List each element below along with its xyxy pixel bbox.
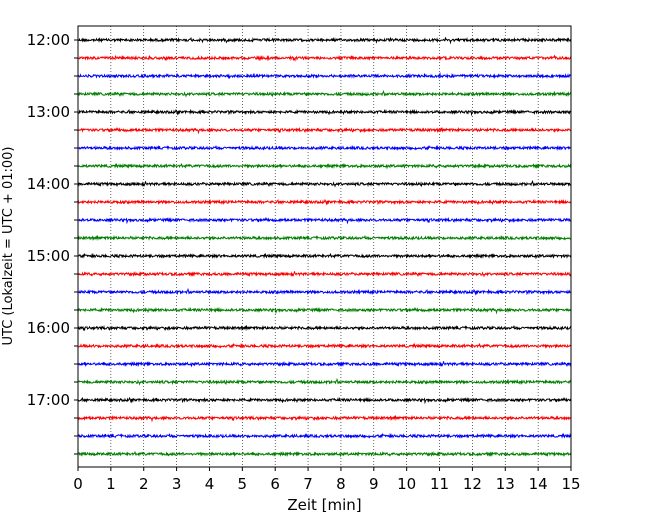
trace-line [77,306,572,315]
trace-line [77,216,572,225]
x-tick-label: 9 [369,475,379,493]
x-tick-label: 5 [238,475,248,493]
trace-line [77,396,572,405]
x-tick-label: 0 [73,475,83,493]
x-tick-label: 8 [336,475,346,493]
trace-line [77,71,572,80]
x-tick-label: 2 [139,475,149,493]
x-tick-label: 3 [172,475,182,493]
trace-line [77,108,572,117]
trace-line [77,144,572,151]
trace-line [77,36,572,45]
trace-line [77,89,572,98]
y-tick-label: 12:00 [27,31,70,49]
trace-line [77,179,572,188]
trace-line [77,54,572,62]
trace-line [77,162,572,170]
trace-line [77,126,572,135]
x-tick-label: 11 [430,475,449,493]
x-tick-label: 1 [106,475,116,493]
trace-line [77,432,572,439]
y-tick-label: 16:00 [27,319,70,337]
y-tick-label: 13:00 [27,103,70,121]
y-tick-label: 17:00 [27,391,70,409]
plot-frame [77,25,572,468]
trace-line [77,198,572,206]
x-tick-label: 15 [561,475,580,493]
x-tick-label: 14 [529,475,548,493]
y-tick-label: 14:00 [27,175,70,193]
x-tick-label: 10 [397,475,416,493]
x-tick-label: 7 [303,475,313,493]
y-axis-ticks: 12:00 13:00 14:00 15:00 16:00 17:00 [27,31,78,455]
trace-line [77,451,572,458]
trace-line [77,342,572,349]
trace-line [77,234,572,242]
trace-line [77,377,572,386]
x-tick-label: 13 [496,475,515,493]
trace-line [77,287,572,296]
trace-line [77,414,572,423]
seismic-traces [77,36,572,458]
x-tick-label: 6 [270,475,280,493]
trace-line [77,324,572,332]
y-tick-label: 15:00 [27,247,70,265]
x-tick-label: 12 [463,475,482,493]
y-axis-label: UTC (Lokalzeit = UTC + 01:00) [1,147,16,346]
trace-line [77,361,572,368]
trace-line [77,252,572,260]
x-axis-label: Zeit [min] [287,496,361,514]
x-axis-ticks: 0 1 2 3 4 5 6 7 8 9 10 11 12 13 14 15 [73,467,581,493]
x-tick-label: 4 [205,475,215,493]
trace-line [77,271,572,278]
